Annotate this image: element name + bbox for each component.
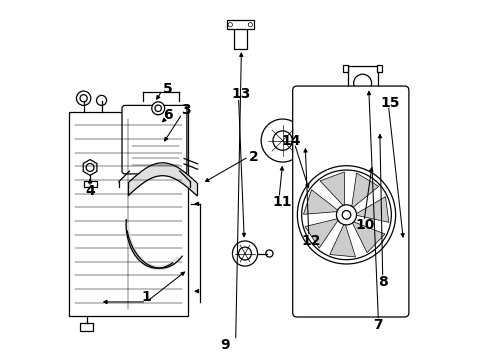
Polygon shape [347, 66, 378, 100]
Text: 11: 11 [273, 194, 293, 208]
Text: 6: 6 [163, 108, 172, 122]
Polygon shape [330, 222, 356, 257]
Circle shape [342, 211, 351, 219]
FancyBboxPatch shape [368, 147, 386, 166]
Text: 10: 10 [355, 218, 375, 232]
Text: 2: 2 [249, 150, 259, 164]
Circle shape [97, 95, 107, 105]
Circle shape [324, 137, 331, 144]
Circle shape [228, 23, 232, 27]
Circle shape [273, 131, 293, 150]
Text: 1: 1 [142, 289, 151, 303]
Bar [320, 133, 327, 148]
Polygon shape [351, 173, 379, 209]
Bar [80, 323, 93, 330]
Text: 3: 3 [181, 103, 191, 117]
Circle shape [319, 133, 335, 148]
Circle shape [375, 116, 384, 126]
Circle shape [266, 250, 273, 257]
Text: 13: 13 [232, 87, 251, 101]
Bar [377, 93, 382, 100]
Bar [227, 20, 254, 29]
Circle shape [80, 95, 87, 102]
Bar [234, 28, 247, 49]
Text: 15: 15 [381, 96, 400, 110]
Bar [304, 135, 320, 146]
Polygon shape [303, 190, 340, 214]
Polygon shape [354, 197, 389, 222]
Text: 12: 12 [301, 234, 321, 248]
Text: 5: 5 [163, 82, 173, 95]
Text: 9: 9 [220, 338, 230, 352]
Circle shape [248, 23, 252, 27]
Circle shape [302, 170, 392, 260]
Circle shape [232, 241, 258, 266]
Bar [343, 93, 348, 100]
Circle shape [372, 152, 381, 161]
Polygon shape [83, 159, 97, 175]
Circle shape [76, 91, 91, 105]
Circle shape [152, 102, 165, 115]
Circle shape [155, 105, 161, 112]
Polygon shape [305, 218, 340, 248]
Text: 7: 7 [373, 318, 383, 332]
Circle shape [261, 119, 304, 162]
Circle shape [354, 74, 371, 92]
Circle shape [370, 112, 389, 130]
Text: 8: 8 [378, 275, 388, 289]
Circle shape [337, 205, 357, 225]
Text: 14: 14 [282, 134, 301, 148]
Circle shape [239, 247, 251, 260]
Polygon shape [351, 221, 385, 253]
Bar [377, 65, 382, 72]
Circle shape [86, 163, 94, 171]
Bar [343, 65, 348, 72]
Bar [69, 112, 188, 316]
Polygon shape [320, 172, 345, 207]
Text: 4: 4 [85, 184, 95, 198]
Bar [84, 181, 97, 187]
FancyBboxPatch shape [293, 86, 409, 317]
FancyBboxPatch shape [122, 105, 187, 174]
